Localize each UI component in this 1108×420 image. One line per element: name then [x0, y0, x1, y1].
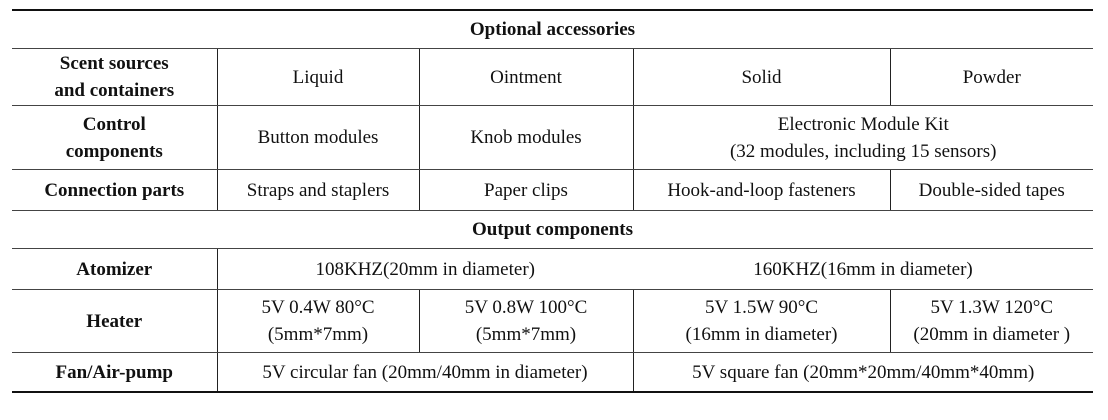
table-row-heater: Heater 5V 0.4W 80°C (5mm*7mm) 5V 0.8W 10… [12, 289, 1093, 353]
cell-line: 5V 0.8W 100°C [464, 297, 588, 318]
row-label-fan: Fan/Air-pump [12, 352, 217, 393]
section-title-output: Output components [12, 210, 1093, 249]
table-cell-kit: Electronic Module Kit (32 modules, inclu… [632, 105, 1093, 170]
table-cell: Paper clips [418, 169, 633, 211]
table-cell: Knob modules [418, 105, 633, 170]
cell-line: (20mm in diameter ) [913, 324, 1071, 345]
cell-line: (16mm in diameter) [685, 324, 838, 345]
table-row-connection: Connection parts Straps and staplers Pap… [12, 169, 1093, 211]
accessories-table: Optional accessories Scent sources and c… [12, 9, 1093, 393]
table-cell: Liquid [216, 48, 419, 106]
row-label-control: Control components [12, 105, 217, 170]
row-label-line: components [65, 140, 163, 162]
row-label-scent: Scent sources and containers [12, 48, 217, 106]
table-cell: Solid [632, 48, 890, 106]
table-row-fan: Fan/Air-pump 5V circular fan (20mm/40mm … [12, 352, 1093, 393]
table-cell: Powder [889, 48, 1093, 106]
section-title-optional: Optional accessories [12, 9, 1093, 49]
row-label-atomizer: Atomizer [12, 248, 217, 290]
table-cell: Button modules [216, 105, 419, 170]
cell-line: 5V 1.5W 90°C [705, 297, 818, 318]
cell-line: 5V 1.3W 120°C [930, 297, 1054, 318]
section-header-optional: Optional accessories [12, 9, 1093, 49]
table-cell: 5V 0.8W 100°C (5mm*7mm) [418, 289, 633, 353]
table-cell: 5V square fan (20mm*20mm/40mm*40mm) [632, 352, 1093, 393]
cell-line: (32 modules, including 15 sensors) [729, 140, 997, 162]
table-cell: 108KHZ(20mm in diameter) [216, 248, 633, 290]
table-cell: 5V 1.5W 90°C (16mm in diameter) [632, 289, 890, 353]
table-cell: 160KHZ(16mm in diameter) [633, 248, 1093, 290]
row-label-line: Control [82, 113, 146, 135]
table-row-scent: Scent sources and containers Liquid Oint… [12, 48, 1093, 106]
section-header-output: Output components [12, 210, 1093, 249]
table-cell: Straps and staplers [216, 169, 419, 211]
table-cell: 5V 1.3W 120°C (20mm in diameter ) [889, 289, 1093, 353]
row-label-connection: Connection parts [12, 169, 217, 211]
accessories-table-container: Optional accessories Scent sources and c… [12, 9, 1093, 393]
cell-line: 5V 0.4W 80°C [261, 297, 375, 318]
table-row-atomizer: Atomizer 108KHZ(20mm in diameter) 160KHZ… [12, 248, 1093, 290]
table-cell: 5V circular fan (20mm/40mm in diameter) [216, 352, 633, 393]
table-row-control: Control components Button modules Knob m… [12, 105, 1093, 170]
cell-line: (5mm*7mm) [267, 324, 369, 345]
table-cell: Double-sided tapes [889, 169, 1093, 211]
table-cell: 5V 0.4W 80°C (5mm*7mm) [216, 289, 419, 353]
table-cell: Ointment [418, 48, 633, 106]
cell-line: Electronic Module Kit [777, 113, 949, 135]
table-cell: Hook-and-loop fasteners [632, 169, 890, 211]
row-label-heater: Heater [12, 289, 217, 353]
row-label-line: Scent sources [59, 53, 169, 74]
row-label-line: and containers [54, 80, 175, 101]
cell-line: (5mm*7mm) [475, 324, 577, 345]
